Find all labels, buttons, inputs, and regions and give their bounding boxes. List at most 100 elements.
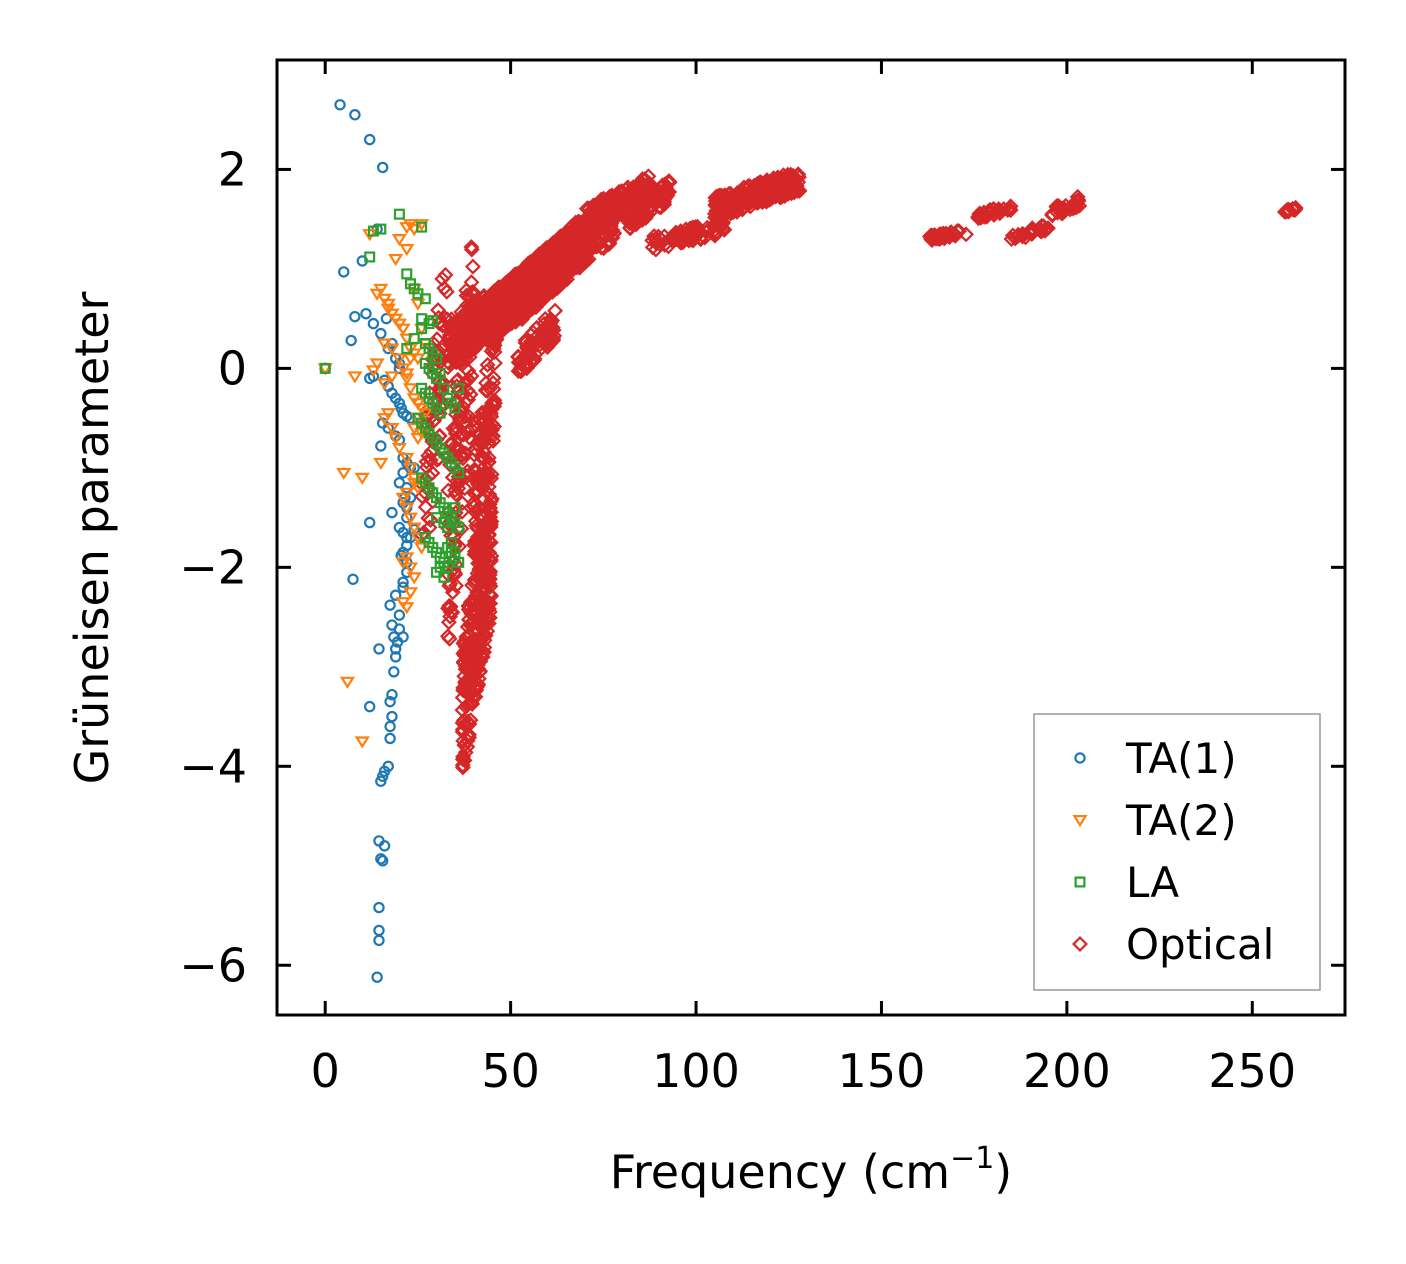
optical-point bbox=[494, 290, 511, 306]
ta-1-point bbox=[371, 971, 383, 983]
optical-point bbox=[534, 277, 551, 294]
optical-point bbox=[660, 238, 677, 255]
optical-point bbox=[447, 348, 464, 365]
optical-point bbox=[553, 269, 570, 286]
ta-1-point bbox=[393, 477, 406, 489]
optical-point bbox=[450, 324, 467, 341]
optical-point bbox=[668, 227, 685, 244]
x-tick-label: 50 bbox=[481, 1044, 540, 1098]
ta-2-point bbox=[391, 442, 407, 456]
optical-point bbox=[518, 348, 535, 365]
optical-point bbox=[480, 401, 497, 418]
la-point bbox=[375, 223, 387, 235]
optical-point bbox=[455, 748, 472, 765]
optical-point bbox=[1069, 188, 1086, 205]
ta-1-point bbox=[388, 631, 400, 643]
ta-2-point bbox=[339, 676, 356, 689]
ta-2-point bbox=[384, 343, 400, 356]
ta-2-point bbox=[399, 373, 415, 386]
ta-1-point bbox=[378, 840, 391, 852]
la-point bbox=[419, 293, 431, 305]
optical-point bbox=[605, 191, 622, 207]
optical-point bbox=[633, 199, 650, 216]
optical-point bbox=[468, 536, 485, 553]
ta-1-point bbox=[364, 516, 376, 529]
la-point bbox=[427, 315, 439, 327]
optical-point bbox=[655, 195, 672, 212]
optical-point bbox=[600, 213, 617, 229]
optical-point bbox=[516, 359, 533, 376]
optical-point bbox=[481, 533, 498, 550]
optical-point bbox=[1071, 197, 1088, 214]
optical-point bbox=[552, 251, 569, 268]
la-point bbox=[434, 367, 446, 379]
optical-point bbox=[480, 518, 497, 535]
optical-point bbox=[568, 242, 585, 259]
optical-point bbox=[455, 645, 472, 662]
optical-point bbox=[476, 403, 493, 420]
optical-point bbox=[1286, 201, 1302, 218]
optical-point bbox=[422, 452, 439, 469]
ta-2-point bbox=[406, 522, 422, 535]
ta-1-point bbox=[367, 370, 380, 383]
x-tick-label: 100 bbox=[652, 1044, 740, 1098]
optical-point bbox=[452, 447, 469, 464]
legend-label: Optical bbox=[1126, 920, 1274, 969]
ta-1-point bbox=[364, 133, 376, 146]
optical-point bbox=[448, 577, 465, 594]
ta-1-point bbox=[384, 732, 396, 745]
x-axis-label-exponent: −1 bbox=[950, 1141, 994, 1176]
optical-point bbox=[715, 201, 732, 217]
optical-point bbox=[485, 370, 502, 386]
optical-point bbox=[788, 179, 805, 196]
x-axis-label: Frequency (cm−1) bbox=[610, 1141, 1013, 1199]
optical-point bbox=[471, 560, 488, 577]
optical-point bbox=[471, 632, 488, 649]
legend-label: LA bbox=[1126, 858, 1179, 907]
ta-2-point bbox=[402, 562, 419, 575]
x-tick-label: 200 bbox=[1023, 1044, 1111, 1098]
optical-point bbox=[707, 205, 723, 222]
optical-point bbox=[479, 466, 496, 483]
x-axis-label-close: ) bbox=[994, 1145, 1012, 1199]
ta-1-point bbox=[401, 531, 413, 544]
ta-1-point bbox=[386, 506, 398, 519]
optical-point bbox=[647, 234, 664, 251]
ta-2-point bbox=[376, 378, 393, 391]
optical-point bbox=[469, 623, 486, 640]
optical-point bbox=[617, 181, 634, 198]
axis-ticks-layer: 0 50 100 150 200 250 −6 −4 −2 0 2 bbox=[179, 60, 1345, 1098]
ta-1-point bbox=[373, 643, 385, 655]
ta-2-point bbox=[395, 597, 411, 610]
ta-2-point bbox=[380, 298, 396, 311]
optical-point bbox=[733, 194, 750, 211]
optical-point bbox=[459, 618, 476, 635]
optical-point bbox=[474, 573, 490, 590]
optical-point bbox=[485, 329, 501, 346]
optical-point bbox=[562, 247, 579, 264]
optical-point bbox=[581, 200, 598, 217]
optical-point bbox=[935, 226, 952, 243]
la-point bbox=[449, 402, 461, 414]
legend-marker-ta-1 bbox=[1074, 752, 1086, 764]
legend-marker-optical bbox=[1072, 936, 1088, 952]
optical-point bbox=[468, 652, 485, 669]
la-point bbox=[434, 407, 446, 419]
optical-point bbox=[598, 204, 615, 221]
ta-1-point bbox=[347, 573, 359, 585]
ta-1-point bbox=[338, 266, 350, 278]
legend-frame bbox=[1033, 713, 1321, 991]
optical-point bbox=[482, 519, 499, 535]
legend-marker-ta-2 bbox=[1072, 814, 1088, 828]
optical-point bbox=[546, 327, 563, 344]
la-point bbox=[430, 352, 442, 364]
ta-1-point bbox=[367, 317, 380, 330]
la-point bbox=[367, 225, 379, 237]
optical-point bbox=[455, 712, 472, 729]
optical-point bbox=[478, 563, 495, 580]
la-point bbox=[401, 268, 413, 280]
optical-point bbox=[441, 327, 458, 344]
ta-2-point bbox=[402, 353, 419, 366]
legend-label: TA(1) bbox=[1125, 734, 1237, 783]
